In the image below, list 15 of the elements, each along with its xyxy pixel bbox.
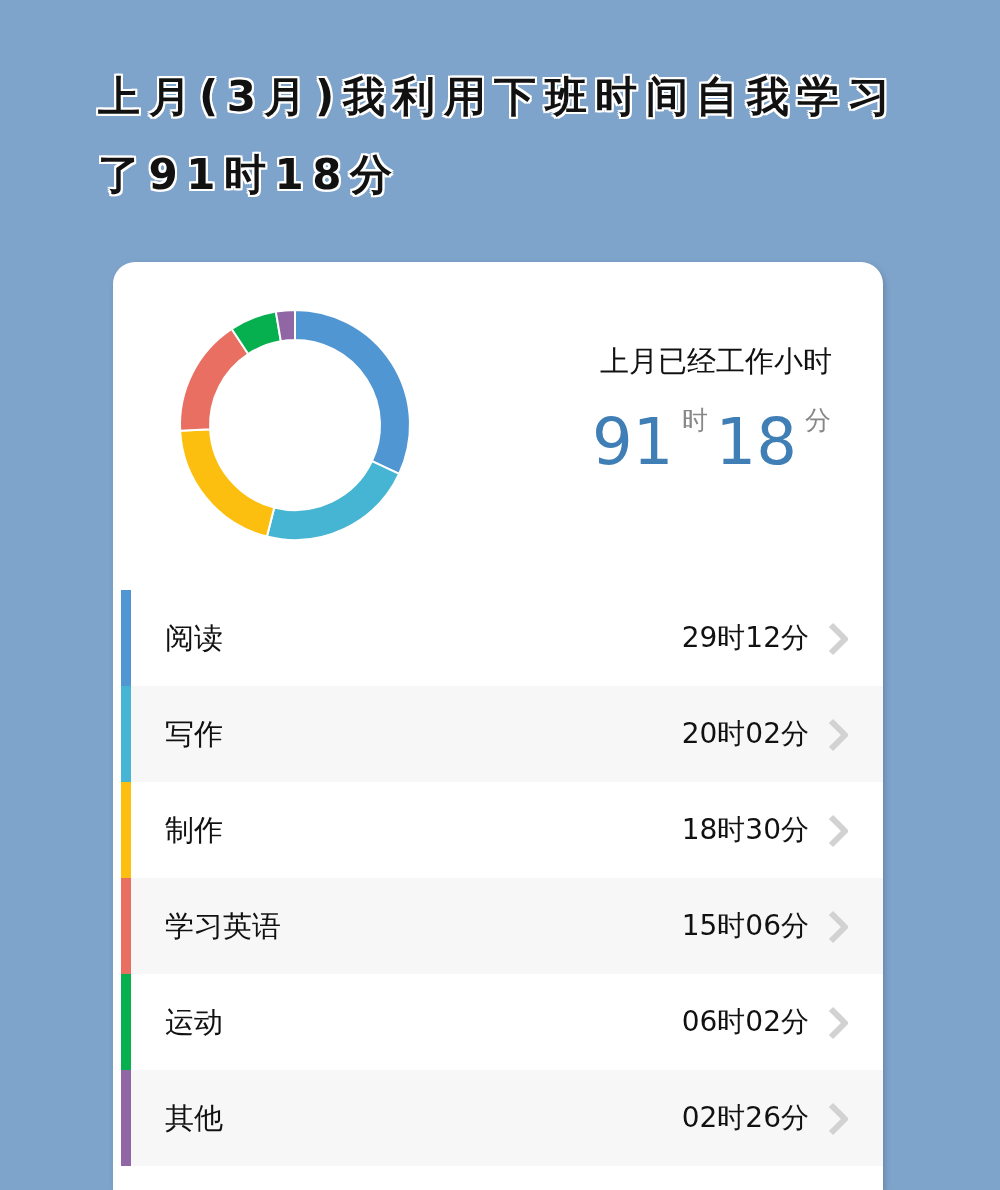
text: 91$^{时}$18$^{分}$ [591, 404, 832, 481]
legend-label: 学习英语 [165, 908, 281, 945]
data-label: 02时26分 [681, 1100, 809, 1136]
legend-label: 制作 [165, 812, 223, 849]
legend-label: 其他 [165, 1100, 223, 1137]
legend-label: 写作 [165, 716, 223, 753]
legend-label: 运动 [165, 1004, 223, 1041]
data-label: 20时02分 [681, 716, 809, 752]
data-label: 06时02分 [681, 1004, 809, 1040]
data-label: 18时30分 [681, 812, 809, 848]
chart-title: 上月(3月)我利用下班时间自我学习了91时18分 [98, 71, 900, 201]
data-label: 15时06分 [681, 908, 809, 944]
text: 上月已经工作小时 [598, 343, 833, 380]
data-label: 29时12分 [681, 620, 809, 656]
legend-label: 阅读 [165, 620, 223, 657]
